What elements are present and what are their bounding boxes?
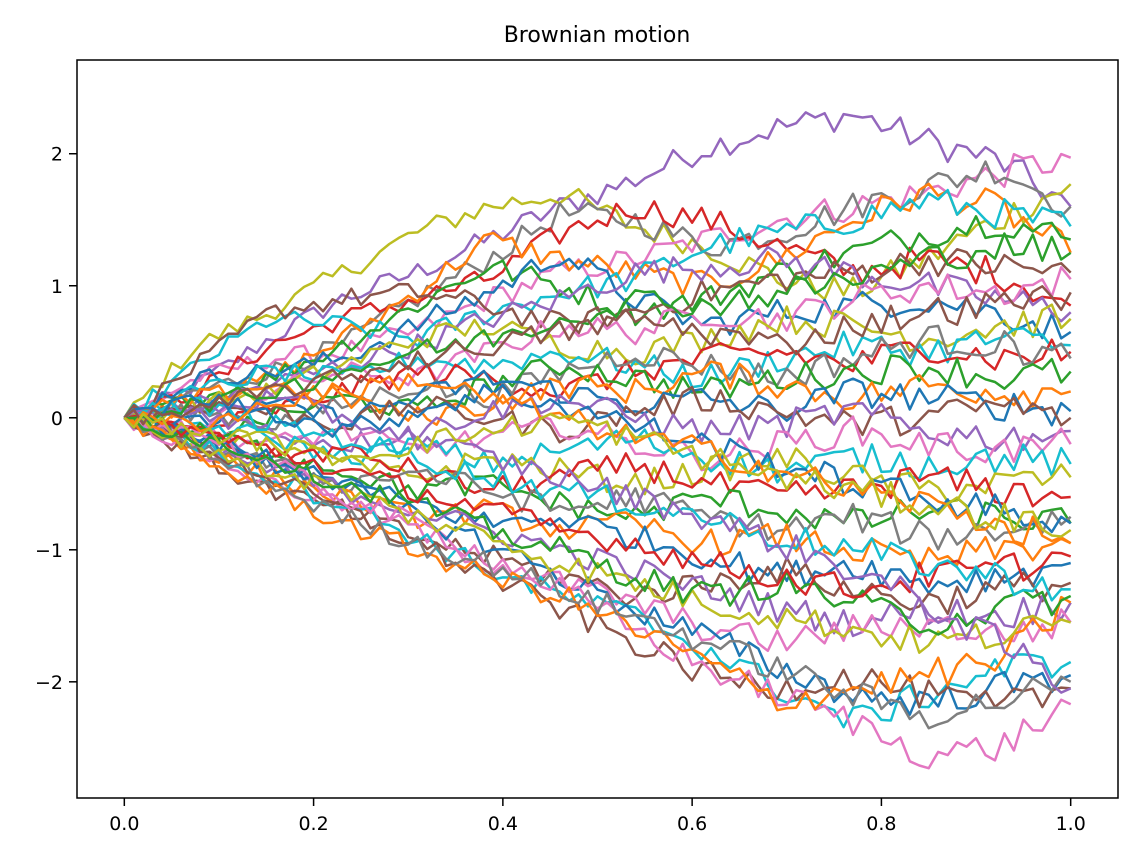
y-axis: −2 −1 0 1 2 (35, 144, 77, 694)
series-line-45 (123, 372, 1072, 546)
series-line-0 (123, 111, 1072, 419)
series-line-21 (123, 410, 1072, 472)
y-tick-label: 0 (51, 408, 63, 430)
series-line-30 (124, 416, 1072, 638)
series-line-43 (124, 232, 1072, 422)
y-tick-label: 2 (51, 144, 63, 166)
series-line-9 (123, 247, 1072, 419)
series-line-46 (123, 285, 1072, 426)
series-line-20 (123, 393, 1071, 453)
series-line-6 (123, 188, 1072, 419)
series-line-33 (123, 416, 1072, 716)
x-tick-label: 0.4 (488, 813, 518, 835)
series-line-2 (123, 152, 1072, 419)
x-axis: 0.0 0.2 0.4 0.6 0.8 1.0 (109, 798, 1086, 835)
x-tick-label: 0.6 (677, 813, 707, 835)
series-line-39 (124, 416, 1072, 636)
series-line-16 (124, 354, 1072, 440)
series-line-35 (123, 416, 1072, 770)
series-line-42 (123, 389, 1072, 694)
x-tick-label: 0.0 (109, 813, 139, 835)
chart-title: Brownian motion (504, 23, 691, 48)
x-tick-label: 1.0 (1056, 813, 1086, 835)
series-line-23 (123, 412, 1072, 503)
y-tick-label: 1 (51, 276, 63, 298)
series-line-37 (124, 415, 1072, 730)
series-line-4 (123, 200, 1072, 420)
series-line-13 (123, 327, 1071, 419)
series-line-26 (123, 414, 1072, 551)
y-tick-label: −2 (35, 672, 63, 694)
series-line-38 (124, 416, 1072, 654)
series-line-17 (123, 360, 1072, 426)
y-tick-label: −1 (35, 540, 63, 562)
plot-area-frame (76, 59, 1119, 799)
x-tick-label: 0.2 (298, 813, 328, 835)
series-layer (123, 111, 1072, 770)
series-line-8 (123, 257, 1072, 419)
series-line-47 (123, 412, 1072, 538)
series-line-44 (123, 383, 1072, 534)
series-line-25 (123, 413, 1072, 531)
x-tick-label: 0.8 (866, 813, 896, 835)
